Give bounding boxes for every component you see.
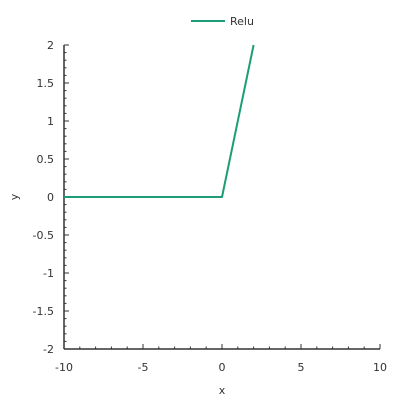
y-tick-label: 2: [47, 39, 54, 52]
y-tick-label: 0: [47, 191, 54, 204]
y-axis-label: y: [8, 193, 21, 200]
series-line-relu: [64, 44, 255, 198]
plot-series: [64, 44, 255, 198]
y-tick-label: -1: [43, 267, 54, 280]
x-ticks: -10 -5 0 5 10: [55, 344, 387, 374]
y-tick-label: 0.5: [37, 153, 55, 166]
y-tick-label: 1: [47, 115, 54, 128]
x-tick-label: -5: [138, 361, 149, 374]
x-tick-label: -10: [55, 361, 73, 374]
y-tick-label: -2: [43, 343, 54, 356]
x-tick-label: 0: [219, 361, 226, 374]
legend: Relu: [191, 15, 254, 28]
x-tick-label: 5: [298, 361, 305, 374]
y-ticks: -2 -1.5 -1 -0.5 0 0.5 1 1.5 2: [33, 39, 69, 356]
x-tick-label: 10: [373, 361, 387, 374]
legend-label-relu: Relu: [230, 15, 254, 28]
y-tick-label: -0.5: [33, 229, 54, 242]
y-tick-label: -1.5: [33, 305, 54, 318]
x-axis-label: x: [219, 384, 226, 397]
y-tick-label: 1.5: [37, 77, 55, 90]
